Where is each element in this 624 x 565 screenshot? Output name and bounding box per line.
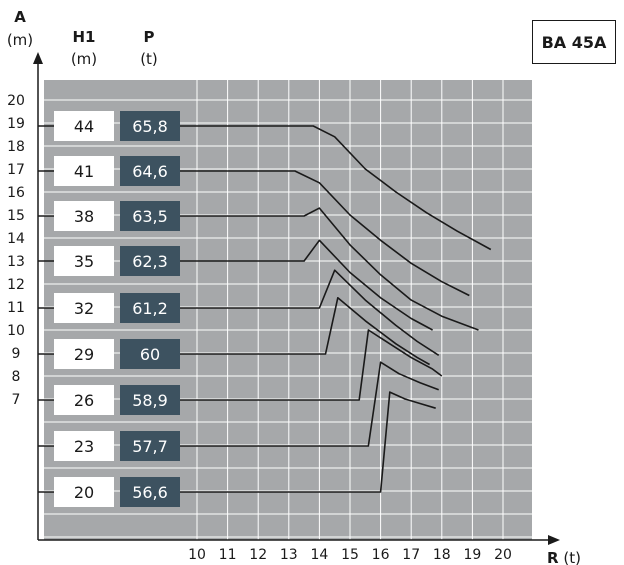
y-tick-label: 8: [12, 369, 21, 385]
y-tick-label: 13: [7, 254, 25, 270]
h1-box: [54, 477, 114, 507]
load-curve: [180, 269, 440, 356]
x-tick-label: 18: [433, 547, 451, 563]
h1-value: 23: [74, 437, 94, 456]
p-box: [120, 246, 180, 276]
h1-value: 44: [74, 117, 94, 136]
h1-value: 41: [74, 162, 94, 181]
p-column-unit: (t): [140, 50, 158, 68]
h1-value: 35: [74, 252, 94, 271]
x-tick-label: 20: [494, 547, 512, 563]
h1-column-label: H1: [73, 28, 96, 46]
h1-value: 26: [74, 391, 94, 410]
x-tick-label: 13: [280, 547, 298, 563]
p-value: 57,7: [132, 437, 168, 456]
x-tick-label: 16: [372, 547, 390, 563]
load-curve: [180, 329, 443, 401]
model-badge: BA 45A: [532, 20, 616, 64]
y-tick-label: 20: [7, 93, 25, 109]
x-tick-label: 12: [249, 547, 267, 563]
x-tick-label: 15: [341, 547, 359, 563]
load-curve: [180, 207, 479, 331]
load-curve: [180, 361, 439, 447]
tick-labels: 7 8 9 10 11 12 13 14 15 16 17 18 19 20 10 11 12 13 14 15 16 1…: [7, 93, 512, 563]
h1-box: [54, 201, 114, 231]
load-curve: [180, 297, 430, 366]
y-tick-label: 10: [7, 323, 25, 339]
y-axis-unit: (m): [7, 31, 33, 49]
p-box: [120, 293, 180, 323]
h1-box: [54, 431, 114, 461]
y-tick-label: 11: [7, 300, 25, 316]
h1-value: 38: [74, 207, 94, 226]
p-box: [120, 477, 180, 507]
h1-box: [54, 156, 114, 186]
x-tick-label: 17: [402, 547, 420, 563]
data-rows: 44 65,8 41 64,6 38 63,5 35 62,3 32 61,2 29 60 26 58,9…: [38, 111, 180, 507]
y-tick-label: 12: [7, 277, 25, 293]
y-tick-label: 19: [7, 116, 25, 132]
x-axis-label: R (t): [547, 549, 581, 565]
h1-value: 32: [74, 299, 94, 318]
load-curve: [180, 170, 470, 297]
y-axis-label: A: [14, 8, 26, 26]
x-tick-label: 19: [463, 547, 481, 563]
axes: [33, 52, 560, 545]
p-box: [120, 431, 180, 461]
p-value: 64,6: [132, 162, 168, 181]
y-tick-label: 16: [7, 185, 25, 201]
y-tick-label: 9: [12, 346, 21, 362]
y-axis-arrow: [33, 52, 43, 64]
h1-value: 29: [74, 345, 94, 364]
plot-background: [44, 80, 532, 540]
h1-box: [54, 339, 114, 369]
p-value: 65,8: [132, 117, 168, 136]
h1-column-unit: (m): [71, 50, 97, 68]
grid: [44, 80, 532, 540]
h1-box: [54, 111, 114, 141]
p-box: [120, 156, 180, 186]
p-box: [120, 111, 180, 141]
h1-box: [54, 293, 114, 323]
p-box: [120, 339, 180, 369]
y-tick-label: 17: [7, 162, 25, 178]
x-axis-arrow: [548, 535, 560, 545]
y-tick-label: 7: [12, 392, 21, 408]
load-curve: [180, 239, 433, 331]
x-tick-label: 11: [219, 547, 237, 563]
p-value: 58,9: [132, 391, 168, 410]
p-value: 63,5: [132, 207, 168, 226]
load-curve: [180, 391, 436, 493]
p-value: 60: [140, 345, 160, 364]
p-box: [120, 201, 180, 231]
x-tick-label: 14: [310, 547, 328, 563]
y-tick-label: 14: [7, 231, 25, 247]
p-value: 61,2: [132, 299, 168, 318]
p-box: [120, 385, 180, 415]
p-column-label: P: [144, 28, 155, 46]
h1-box: [54, 385, 114, 415]
h1-box: [54, 246, 114, 276]
h1-value: 20: [74, 483, 94, 502]
y-tick-label: 15: [7, 208, 25, 224]
x-tick-label: 10: [188, 547, 206, 563]
p-value: 62,3: [132, 252, 168, 271]
p-value: 56,6: [132, 483, 168, 502]
y-tick-label: 18: [7, 139, 25, 155]
load-curve: [180, 125, 492, 251]
curves: [180, 125, 492, 493]
